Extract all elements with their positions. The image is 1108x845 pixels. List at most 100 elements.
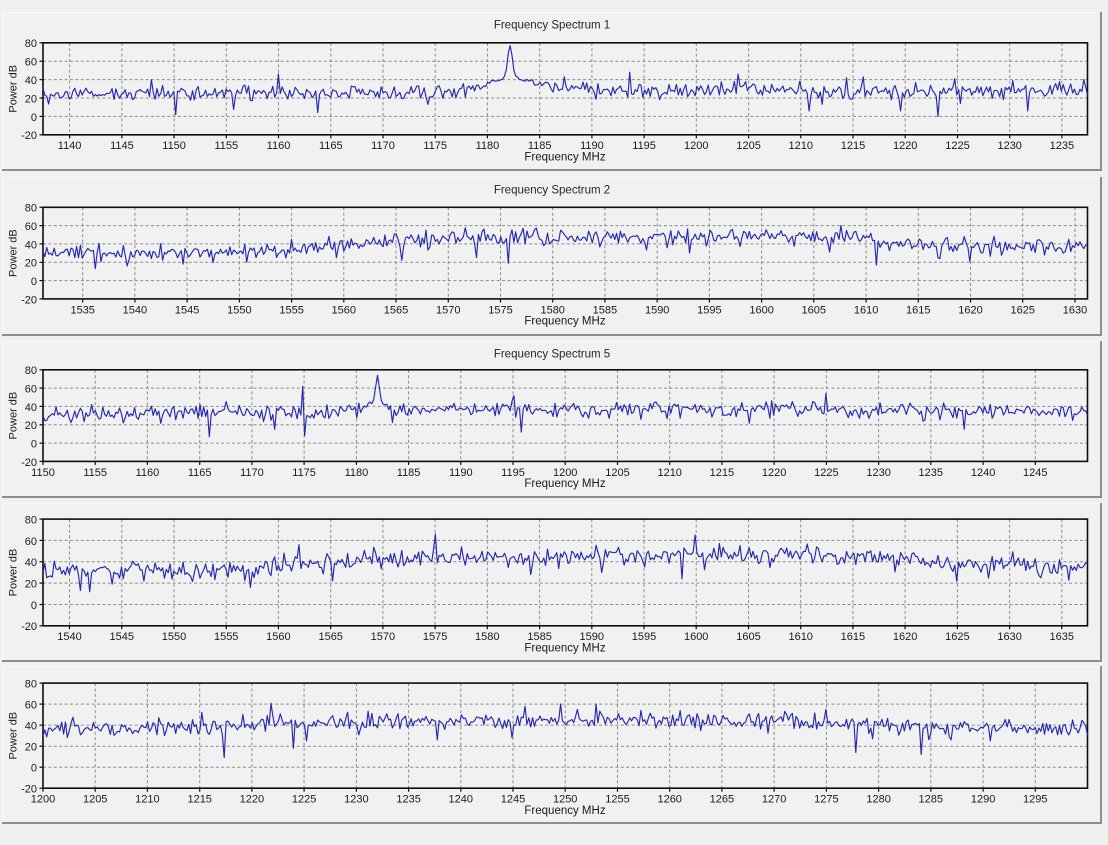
svg-text:1210: 1210 [789, 140, 813, 152]
svg-text:1140: 1140 [58, 140, 82, 152]
svg-text:-20: -20 [21, 621, 37, 633]
svg-text:1605: 1605 [736, 631, 760, 643]
svg-text:Frequency MHz: Frequency MHz [524, 316, 605, 328]
svg-text:1235: 1235 [1050, 140, 1074, 152]
svg-text:60: 60 [25, 384, 37, 396]
svg-text:Frequency MHz: Frequency MHz [524, 152, 605, 164]
svg-text:1285: 1285 [919, 794, 943, 806]
svg-text:1245: 1245 [1023, 467, 1047, 479]
svg-text:1605: 1605 [802, 304, 826, 316]
svg-text:20: 20 [25, 742, 37, 754]
svg-text:1195: 1195 [632, 140, 656, 152]
svg-text:1265: 1265 [710, 794, 734, 806]
svg-text:1560: 1560 [332, 304, 356, 316]
svg-text:1610: 1610 [788, 631, 812, 643]
svg-text:1575: 1575 [488, 304, 512, 316]
svg-text:1615: 1615 [841, 631, 865, 643]
svg-text:80: 80 [25, 365, 37, 377]
svg-text:1250: 1250 [553, 794, 577, 806]
svg-text:1565: 1565 [318, 631, 342, 643]
svg-text:1215: 1215 [841, 140, 865, 152]
svg-text:1585: 1585 [527, 631, 551, 643]
svg-text:1230: 1230 [344, 794, 368, 806]
svg-text:1595: 1595 [632, 631, 656, 643]
svg-text:1570: 1570 [436, 304, 460, 316]
svg-text:1145: 1145 [110, 140, 134, 152]
svg-text:1170: 1170 [371, 140, 395, 152]
svg-text:80: 80 [25, 38, 37, 50]
svg-text:1150: 1150 [162, 140, 186, 152]
svg-text:1555: 1555 [279, 304, 303, 316]
svg-text:1155: 1155 [214, 140, 238, 152]
svg-text:1170: 1170 [240, 467, 264, 479]
svg-text:1620: 1620 [958, 304, 982, 316]
svg-text:1615: 1615 [906, 304, 930, 316]
svg-text:1180: 1180 [476, 140, 500, 152]
svg-text:1275: 1275 [814, 794, 838, 806]
svg-text:1290: 1290 [971, 794, 995, 806]
svg-text:20: 20 [25, 420, 37, 432]
svg-text:1260: 1260 [657, 794, 681, 806]
svg-text:Power dB: Power dB [8, 229, 20, 277]
svg-text:Frequency Spectrum 1: Frequency Spectrum 1 [494, 20, 610, 32]
svg-text:1225: 1225 [292, 794, 316, 806]
svg-text:20: 20 [25, 579, 37, 591]
svg-text:1200: 1200 [684, 140, 708, 152]
svg-text:1240: 1240 [449, 794, 473, 806]
svg-text:1540: 1540 [123, 304, 147, 316]
svg-text:1620: 1620 [893, 631, 917, 643]
svg-text:1205: 1205 [605, 467, 629, 479]
svg-text:60: 60 [25, 700, 37, 712]
svg-text:1590: 1590 [645, 304, 669, 316]
svg-text:1635: 1635 [1050, 631, 1074, 643]
svg-text:40: 40 [25, 721, 37, 733]
svg-text:1550: 1550 [162, 631, 186, 643]
svg-text:1280: 1280 [866, 794, 890, 806]
svg-text:Power dB: Power dB [8, 65, 20, 113]
svg-text:Frequency MHz: Frequency MHz [524, 478, 605, 490]
svg-text:60: 60 [25, 536, 37, 548]
svg-text:1225: 1225 [945, 140, 969, 152]
svg-text:1215: 1215 [710, 467, 734, 479]
svg-text:1150: 1150 [31, 467, 55, 479]
svg-text:1610: 1610 [854, 304, 878, 316]
svg-text:-20: -20 [21, 130, 37, 142]
svg-text:1190: 1190 [580, 140, 604, 152]
svg-text:1555: 1555 [214, 631, 238, 643]
svg-text:1255: 1255 [605, 794, 629, 806]
svg-text:0: 0 [31, 112, 37, 124]
svg-text:Frequency Spectrum 2: Frequency Spectrum 2 [494, 185, 610, 197]
svg-text:1630: 1630 [997, 631, 1021, 643]
svg-text:0: 0 [31, 763, 37, 775]
svg-text:1210: 1210 [657, 467, 681, 479]
svg-text:1595: 1595 [697, 304, 721, 316]
svg-text:1590: 1590 [580, 631, 604, 643]
svg-text:1160: 1160 [136, 467, 160, 479]
svg-text:20: 20 [25, 258, 37, 270]
svg-text:0: 0 [31, 439, 37, 451]
svg-text:1625: 1625 [1010, 304, 1034, 316]
svg-text:80: 80 [25, 679, 37, 691]
svg-text:1200: 1200 [553, 467, 577, 479]
svg-text:Frequency MHz: Frequency MHz [524, 643, 605, 655]
svg-text:1585: 1585 [593, 304, 617, 316]
svg-text:1220: 1220 [762, 467, 786, 479]
svg-text:60: 60 [25, 57, 37, 69]
svg-text:1570: 1570 [371, 631, 395, 643]
svg-text:1575: 1575 [423, 631, 447, 643]
svg-text:1200: 1200 [31, 794, 55, 806]
svg-text:Power dB: Power dB [8, 712, 20, 760]
svg-text:1165: 1165 [188, 467, 212, 479]
svg-text:1560: 1560 [266, 631, 290, 643]
svg-text:1270: 1270 [762, 794, 786, 806]
svg-text:1235: 1235 [919, 467, 943, 479]
svg-text:1295: 1295 [1023, 794, 1047, 806]
svg-text:40: 40 [25, 557, 37, 569]
svg-text:80: 80 [25, 515, 37, 527]
svg-text:1220: 1220 [240, 794, 264, 806]
svg-text:1240: 1240 [971, 467, 995, 479]
svg-text:1600: 1600 [749, 304, 773, 316]
svg-text:1545: 1545 [175, 304, 199, 316]
svg-text:1185: 1185 [528, 140, 552, 152]
svg-text:1195: 1195 [501, 467, 525, 479]
